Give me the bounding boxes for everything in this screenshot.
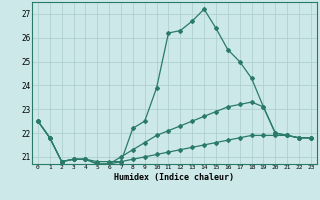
- X-axis label: Humidex (Indice chaleur): Humidex (Indice chaleur): [115, 173, 234, 182]
